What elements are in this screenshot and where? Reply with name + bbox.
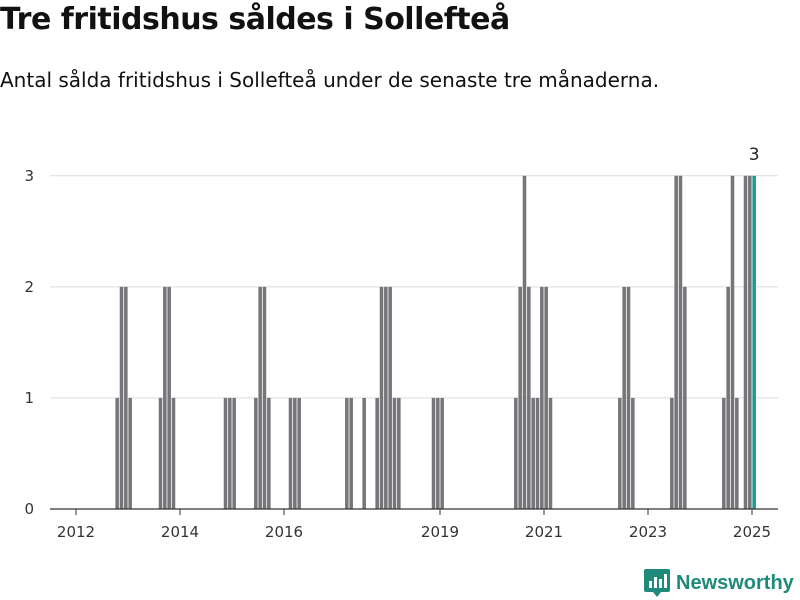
bar bbox=[293, 397, 297, 509]
y-tick-labels: 0 1 2 3 bbox=[24, 167, 34, 518]
bar bbox=[531, 397, 535, 509]
bar bbox=[514, 397, 518, 509]
value-label: 3 bbox=[749, 145, 760, 165]
bar bbox=[726, 286, 730, 509]
bar bbox=[674, 175, 678, 509]
bar bbox=[223, 397, 228, 509]
bar bbox=[518, 286, 522, 509]
x-tick-label: 2012 bbox=[57, 523, 95, 541]
bar bbox=[722, 397, 726, 509]
bar bbox=[670, 397, 674, 509]
bar bbox=[631, 397, 635, 509]
bar bbox=[288, 397, 293, 509]
bar bbox=[267, 397, 271, 509]
bar bbox=[171, 397, 176, 509]
y-tick-label: 0 bbox=[24, 500, 34, 518]
bar bbox=[388, 286, 392, 509]
bar bbox=[297, 397, 301, 509]
bar bbox=[362, 397, 366, 509]
bar bbox=[258, 286, 262, 509]
bars bbox=[115, 175, 756, 509]
bar bbox=[730, 175, 735, 509]
bar bbox=[535, 397, 540, 509]
x-tick-label: 2023 bbox=[629, 523, 667, 541]
bar bbox=[254, 397, 258, 509]
bar bbox=[683, 286, 687, 509]
bar bbox=[232, 397, 236, 509]
annotations: 3 bbox=[749, 145, 760, 165]
bar bbox=[228, 397, 232, 509]
brand-name: Newsworthy bbox=[676, 571, 794, 594]
bar bbox=[124, 286, 128, 509]
bar bbox=[392, 397, 397, 509]
bar bbox=[544, 286, 548, 509]
x-axis: 2012 2014 2016 2019 2021 2023 2025 bbox=[50, 508, 778, 541]
bar bbox=[115, 397, 119, 509]
bar bbox=[440, 397, 444, 509]
bar bbox=[128, 397, 132, 509]
bar bbox=[431, 397, 436, 509]
bar bbox=[119, 286, 124, 509]
bar bbox=[375, 397, 379, 509]
bar bbox=[735, 397, 739, 509]
y-tick-label: 2 bbox=[24, 278, 34, 296]
brand: Newsworthy bbox=[644, 568, 794, 598]
bar bbox=[436, 397, 440, 509]
bar bbox=[397, 397, 401, 509]
bar bbox=[548, 397, 553, 509]
bar bbox=[540, 286, 544, 509]
bar bbox=[384, 286, 388, 509]
gridlines bbox=[50, 175, 778, 399]
newsworthy-logo-icon bbox=[644, 569, 670, 597]
bar bbox=[349, 397, 353, 509]
y-tick-label: 3 bbox=[24, 167, 34, 185]
chart-title: Tre fritidshus såldes i Sollefteå bbox=[0, 2, 510, 37]
bar bbox=[618, 397, 622, 509]
bar bbox=[522, 175, 527, 509]
bar-highlight bbox=[752, 175, 756, 509]
bar bbox=[748, 175, 752, 509]
bar bbox=[345, 397, 349, 509]
x-tick-label: 2016 bbox=[265, 523, 303, 541]
bar bbox=[163, 286, 167, 509]
bar bbox=[167, 286, 171, 509]
x-tick-label: 2019 bbox=[421, 523, 459, 541]
bar bbox=[379, 286, 384, 509]
y-tick-label: 1 bbox=[24, 389, 34, 407]
bar bbox=[626, 286, 631, 509]
x-tick-label: 2014 bbox=[161, 523, 199, 541]
x-tick-label: 2021 bbox=[525, 523, 563, 541]
bar bbox=[678, 175, 683, 509]
bar bbox=[622, 286, 626, 509]
bar bbox=[743, 175, 748, 509]
chart-subtitle: Antal sålda fritidshus i Sollefteå under… bbox=[0, 68, 660, 92]
bar bbox=[527, 286, 531, 509]
bar bbox=[158, 397, 163, 509]
x-tick-label: 2025 bbox=[733, 523, 771, 541]
bar bbox=[262, 286, 267, 509]
